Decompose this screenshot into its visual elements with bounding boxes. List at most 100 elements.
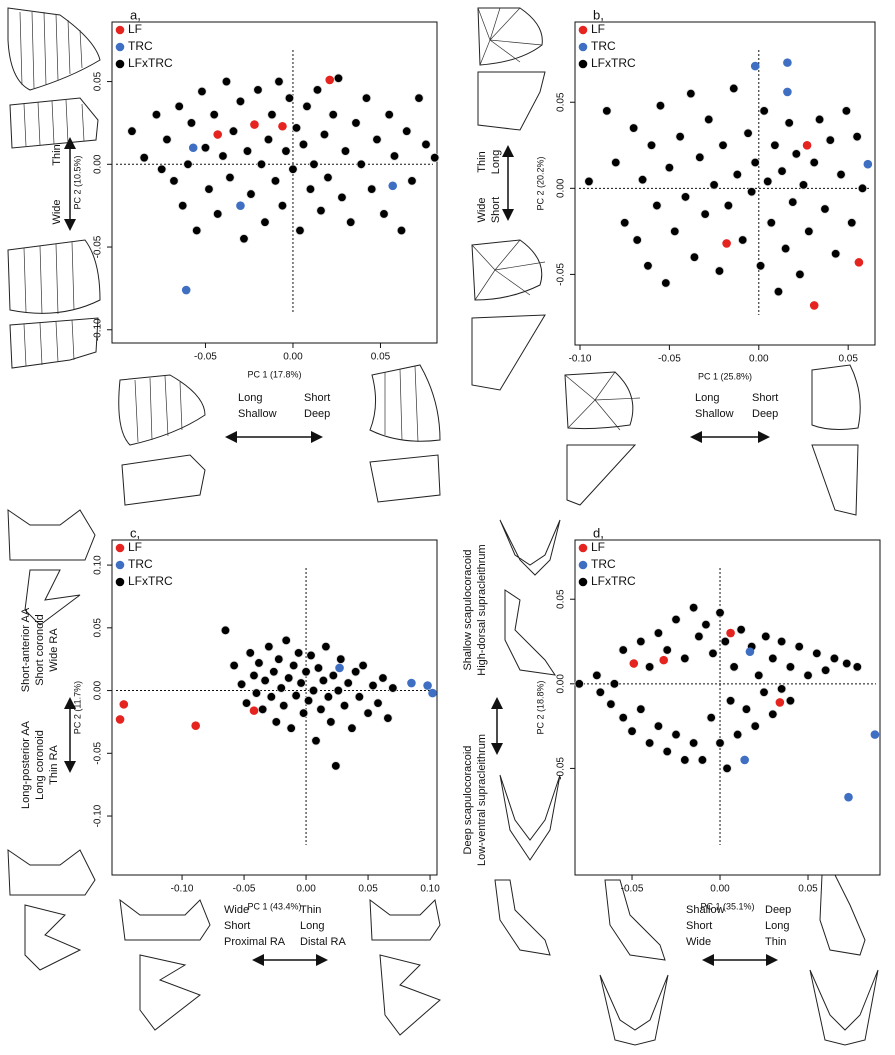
point [242, 146, 253, 156]
point [704, 114, 714, 125]
point [286, 723, 296, 733]
point [803, 670, 813, 681]
point [784, 118, 794, 128]
annotation: Long [695, 392, 719, 404]
point [804, 226, 814, 237]
legend-label: LF [128, 540, 142, 554]
panel-label: b, [593, 7, 604, 22]
point [186, 118, 197, 128]
point [629, 659, 639, 668]
point [178, 200, 188, 211]
point [750, 61, 760, 71]
point [766, 218, 777, 228]
point [414, 93, 424, 103]
point [595, 687, 606, 697]
point [239, 234, 249, 244]
point [652, 200, 662, 211]
legend-marker [578, 560, 588, 570]
point [293, 648, 304, 658]
point [316, 205, 326, 216]
point [776, 636, 787, 647]
plot-frame [574, 21, 876, 346]
point [368, 680, 378, 691]
legend-label: TRC [128, 557, 153, 571]
annotation: Long-posterior AA [20, 720, 32, 809]
legend-marker [115, 577, 125, 587]
y-tick-label: 0.00 [93, 154, 104, 174]
point [798, 180, 809, 190]
x-tick-label: -0.05 [233, 884, 256, 895]
point [773, 286, 784, 297]
point [775, 698, 785, 707]
point [296, 678, 306, 688]
point [750, 721, 760, 731]
y-tick-label: 0.05 [93, 618, 104, 638]
point [620, 218, 630, 228]
x-axis-label: PC 1 (25.8%) [698, 371, 752, 381]
x-tick-label: 0.05 [358, 884, 378, 895]
point [250, 120, 259, 129]
legend-marker [578, 577, 588, 587]
point [305, 184, 316, 194]
point [288, 660, 299, 671]
point [637, 175, 648, 185]
point [844, 792, 853, 802]
y-tick-label: 0.05 [93, 71, 104, 91]
point [162, 134, 172, 145]
annotation: Proximal RA [224, 936, 286, 948]
point [298, 139, 309, 150]
x-axis-label: PC 1 (43.4%) [247, 901, 301, 911]
point [802, 140, 812, 150]
point [367, 184, 377, 194]
point [251, 688, 262, 698]
annotation: Short [224, 920, 250, 932]
point [761, 631, 771, 642]
point [260, 217, 270, 227]
point [277, 200, 288, 211]
point [655, 100, 666, 111]
point [356, 159, 366, 169]
annotation: Long [490, 150, 502, 174]
legend-label: TRC [591, 39, 616, 53]
point [740, 755, 749, 765]
point [229, 660, 239, 671]
scatter-panel: d, -0.05 0.00 0.05 -0.05 0.00 0.05 PC 1 (35.1%)… [462, 525, 881, 966]
point [302, 101, 312, 112]
x-tick-label: -0.10 [171, 884, 194, 895]
point [335, 663, 344, 673]
point [785, 696, 796, 706]
point [618, 712, 628, 723]
point [347, 723, 357, 733]
point [257, 704, 268, 715]
point [659, 655, 669, 665]
y-tick-label: -0.05 [556, 263, 567, 286]
point [384, 109, 394, 120]
point [770, 140, 780, 150]
y-tick-label: 0.10 [93, 555, 104, 575]
point [213, 209, 223, 219]
annotation: Short-anterior AA [20, 607, 32, 692]
point [662, 746, 672, 757]
point [361, 93, 372, 103]
point [373, 698, 383, 708]
legend-marker [115, 42, 125, 52]
point [402, 126, 412, 136]
annotation: Short [490, 197, 502, 223]
point [670, 226, 680, 237]
point [836, 169, 846, 180]
point [618, 645, 628, 655]
point [295, 225, 305, 236]
point [276, 683, 286, 693]
point [328, 109, 338, 120]
legend-marker [578, 543, 588, 553]
annotation: Short [304, 392, 330, 404]
point [732, 169, 743, 180]
point [662, 645, 672, 655]
scatter-panel: c, -0.10 -0.05 0.00 0.05 0.10 -0.10 -0.05 0.00 0.… [20, 525, 440, 966]
x-tick-label: 0.00 [749, 354, 769, 365]
annotation: Thin [51, 144, 63, 165]
legend-label: LFxTRC [128, 56, 173, 70]
point [254, 658, 264, 668]
point [627, 726, 637, 736]
point [263, 134, 274, 145]
